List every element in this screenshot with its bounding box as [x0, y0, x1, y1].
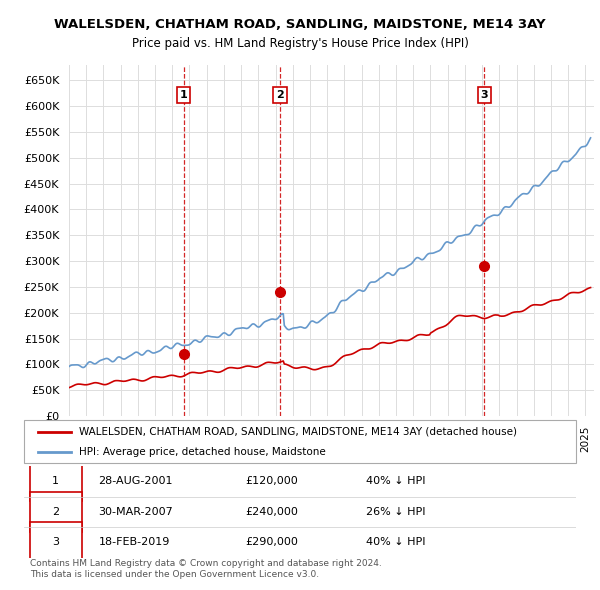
Text: £240,000: £240,000: [245, 507, 298, 517]
Text: £290,000: £290,000: [245, 537, 298, 548]
Text: 26% ↓ HPI: 26% ↓ HPI: [366, 507, 426, 517]
Text: This data is licensed under the Open Government Licence v3.0.: This data is licensed under the Open Gov…: [30, 571, 319, 579]
Text: 2: 2: [52, 507, 59, 517]
Text: Contains HM Land Registry data © Crown copyright and database right 2024.: Contains HM Land Registry data © Crown c…: [30, 559, 382, 568]
Text: 3: 3: [481, 90, 488, 100]
Text: 40% ↓ HPI: 40% ↓ HPI: [366, 476, 426, 486]
Text: 2: 2: [276, 90, 284, 100]
Text: 18-FEB-2019: 18-FEB-2019: [98, 537, 170, 548]
Text: WALELSDEN, CHATHAM ROAD, SANDLING, MAIDSTONE, ME14 3AY: WALELSDEN, CHATHAM ROAD, SANDLING, MAIDS…: [54, 18, 546, 31]
Text: 28-AUG-2001: 28-AUG-2001: [98, 476, 173, 486]
Text: 1: 1: [180, 90, 188, 100]
Text: 30-MAR-2007: 30-MAR-2007: [98, 507, 173, 517]
Text: £120,000: £120,000: [245, 476, 298, 486]
Text: HPI: Average price, detached house, Maidstone: HPI: Average price, detached house, Maid…: [79, 447, 326, 457]
FancyBboxPatch shape: [29, 522, 82, 562]
FancyBboxPatch shape: [29, 461, 82, 501]
Text: 40% ↓ HPI: 40% ↓ HPI: [366, 537, 426, 548]
FancyBboxPatch shape: [29, 491, 82, 532]
FancyBboxPatch shape: [24, 420, 576, 463]
Text: WALELSDEN, CHATHAM ROAD, SANDLING, MAIDSTONE, ME14 3AY (detached house): WALELSDEN, CHATHAM ROAD, SANDLING, MAIDS…: [79, 427, 517, 437]
Text: 3: 3: [52, 537, 59, 548]
Text: Price paid vs. HM Land Registry's House Price Index (HPI): Price paid vs. HM Land Registry's House …: [131, 37, 469, 50]
Text: 1: 1: [52, 476, 59, 486]
